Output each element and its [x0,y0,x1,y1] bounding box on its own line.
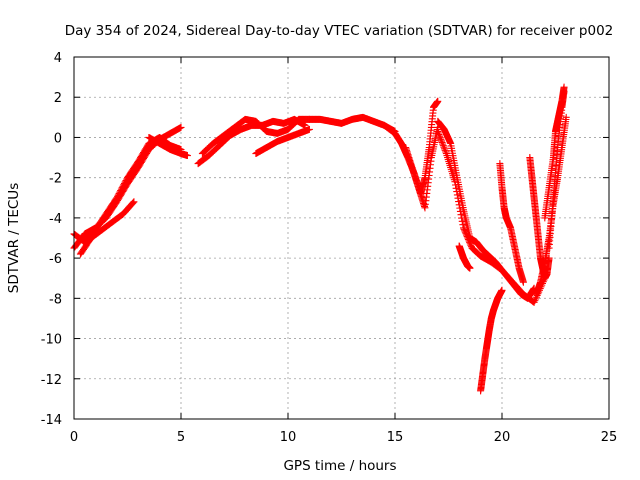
plus-marker [442,148,450,156]
data-points [70,83,570,395]
plus-marker [453,188,461,196]
plus-marker [435,131,443,139]
series-track-13 [455,242,474,272]
x-tick-label: 5 [177,430,185,445]
chart-title: Day 354 of 2024, Sidereal Day-to-day VTE… [65,23,614,39]
x-tick-labels: 0 5 10 15 20 25 [70,430,617,445]
plus-marker [530,298,538,306]
plus-marker [452,181,460,189]
series-track-17 [532,113,570,298]
plus-marker [519,278,527,286]
series-track-3 [76,198,138,258]
y-tick-label: 0 [54,131,62,146]
plus-marker [439,142,447,150]
plus-marker [560,87,568,95]
series-track-5 [194,115,309,168]
y-tick-labels: -14 -12 -10 -8 -6 -4 -2 0 2 4 [41,51,62,428]
plus-marker [436,134,444,142]
plus-marker [455,198,463,206]
plus-marker [434,127,442,135]
y-axis-label: SDTVAR / TECUs [6,183,22,293]
series-track-9 [380,97,442,198]
plus-marker [440,143,448,151]
plus-marker [128,200,136,208]
plus-marker [459,221,467,229]
plus-marker [455,201,463,209]
plot-frame [73,56,610,420]
series-track-2 [70,133,185,246]
plus-marker [305,125,313,133]
plus-marker [183,152,191,160]
x-tick-label: 25 [601,430,618,445]
series-track-19 [545,87,568,252]
plus-marker [438,138,446,146]
plus-marker [436,132,444,140]
y-tick-label: -12 [41,373,62,388]
x-tick-label: 15 [387,430,404,445]
series-track-15 [496,160,527,286]
plus-marker [454,194,462,202]
y-tick-label: 2 [54,91,62,106]
y-tick-label: 4 [54,51,62,66]
x-axis-label: GPS time / hours [283,458,396,474]
plus-marker [456,207,464,215]
y-tick-label: -2 [49,172,62,187]
x-tick-label: 0 [70,430,78,445]
plus-marker [434,129,442,137]
plus-marker [531,297,539,305]
series-track-12 [434,127,549,306]
plus-marker [441,145,449,153]
plus-marker [453,191,461,199]
axis-ticks [73,56,610,420]
plus-marker [532,295,540,303]
series-track-4 [145,133,191,160]
y-tick-label: -8 [49,292,62,307]
series-track-7 [252,125,313,158]
y-tick-label: -14 [41,413,62,428]
series-track-6 [198,115,313,158]
grid [74,57,609,419]
x-tick-label: 20 [494,430,511,445]
y-tick-label: -6 [49,252,62,267]
plus-marker [129,199,137,207]
y-tick-label: -4 [49,212,62,227]
plus-marker [562,113,570,121]
plus-marker [456,204,464,212]
plus-marker [457,211,465,219]
plus-marker [451,178,459,186]
plus-marker [437,137,445,145]
plus-marker [458,214,466,222]
plus-marker [130,198,138,206]
plus-marker [177,123,185,131]
plus-marker [434,97,442,105]
plus-marker [452,184,460,192]
plus-marker [498,286,506,294]
x-tick-label: 10 [280,430,297,445]
plus-marker [466,264,474,272]
y-tick-label: -10 [41,333,62,348]
plus-marker [439,140,447,148]
series-track-14 [477,286,506,395]
plus-marker [441,146,449,154]
plus-marker [458,217,466,225]
plus-marker [437,135,445,143]
series-track-10 [402,123,442,212]
